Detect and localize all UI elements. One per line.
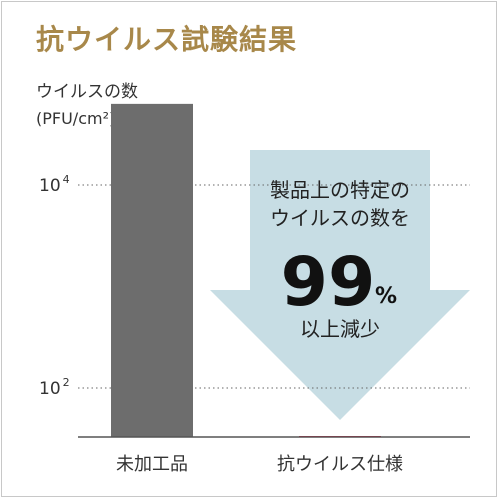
y-axis-unit: (PFU/cm²)*3 xyxy=(36,109,134,128)
annotation-line-3: 以上減少 xyxy=(300,317,380,341)
category-label-1: 抗ウイルス仕様 xyxy=(277,454,403,475)
reduction-arrow xyxy=(210,150,470,420)
annotation-line-2: ウイルスの数を xyxy=(270,206,410,230)
category-labels: 未加工品 抗ウイルス仕様 xyxy=(116,454,403,475)
annotation-number: 99 xyxy=(281,243,376,322)
y-tick-label-0: 10 4 xyxy=(39,173,70,196)
chart-title: 抗ウイルス試験結果 xyxy=(36,23,298,56)
annotation-line-1: 製品上の特定の xyxy=(270,178,410,202)
category-label-0: 未加工品 xyxy=(116,454,188,475)
bar-0 xyxy=(111,103,193,437)
annotation-percent: % xyxy=(375,284,397,309)
y-axis-label: ウイルスの数 xyxy=(36,82,138,102)
y-tick-label-1: 10 2 xyxy=(39,376,70,399)
